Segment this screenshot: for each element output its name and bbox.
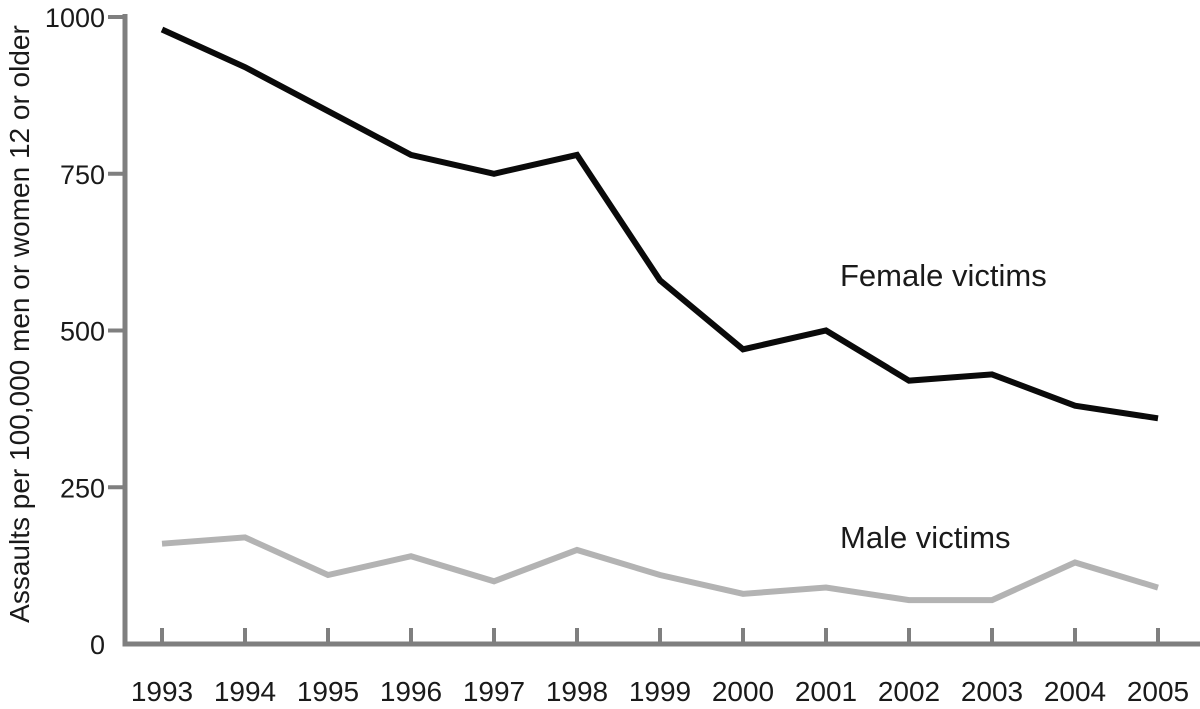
x-tick-label: 1995 (297, 676, 359, 707)
male-victims-line (161, 534, 1159, 604)
series-label-male-victims: Male victims (840, 520, 1011, 555)
y-tick-label: 250 (60, 473, 105, 503)
x-tick-label: 1999 (629, 676, 691, 707)
x-tick-label: 2005 (1127, 676, 1189, 707)
y-tick-label: 750 (60, 160, 105, 190)
x-tick-label: 1998 (546, 676, 608, 707)
x-tick-label: 2000 (712, 676, 774, 707)
x-tick-label: 2002 (878, 676, 940, 707)
y-tick-label: 0 (90, 630, 105, 660)
female-victims-line (160, 26, 1159, 422)
x-tick-label: 1997 (463, 676, 525, 707)
y-tick-label: 1000 (45, 3, 105, 33)
y-tick-label: 500 (60, 317, 105, 347)
x-tick-label: 1996 (380, 676, 442, 707)
x-tick-label: 2001 (795, 676, 857, 707)
x-tick-label: 2004 (1044, 676, 1106, 707)
x-tick-label: 1994 (214, 676, 276, 707)
series-label-female-victims: Female victims (840, 258, 1047, 293)
x-tick-label: 1993 (131, 676, 193, 707)
y-axis-title: Assaults per 100,000 men or women 12 or … (4, 25, 35, 623)
x-tick-label: 2003 (961, 676, 1023, 707)
